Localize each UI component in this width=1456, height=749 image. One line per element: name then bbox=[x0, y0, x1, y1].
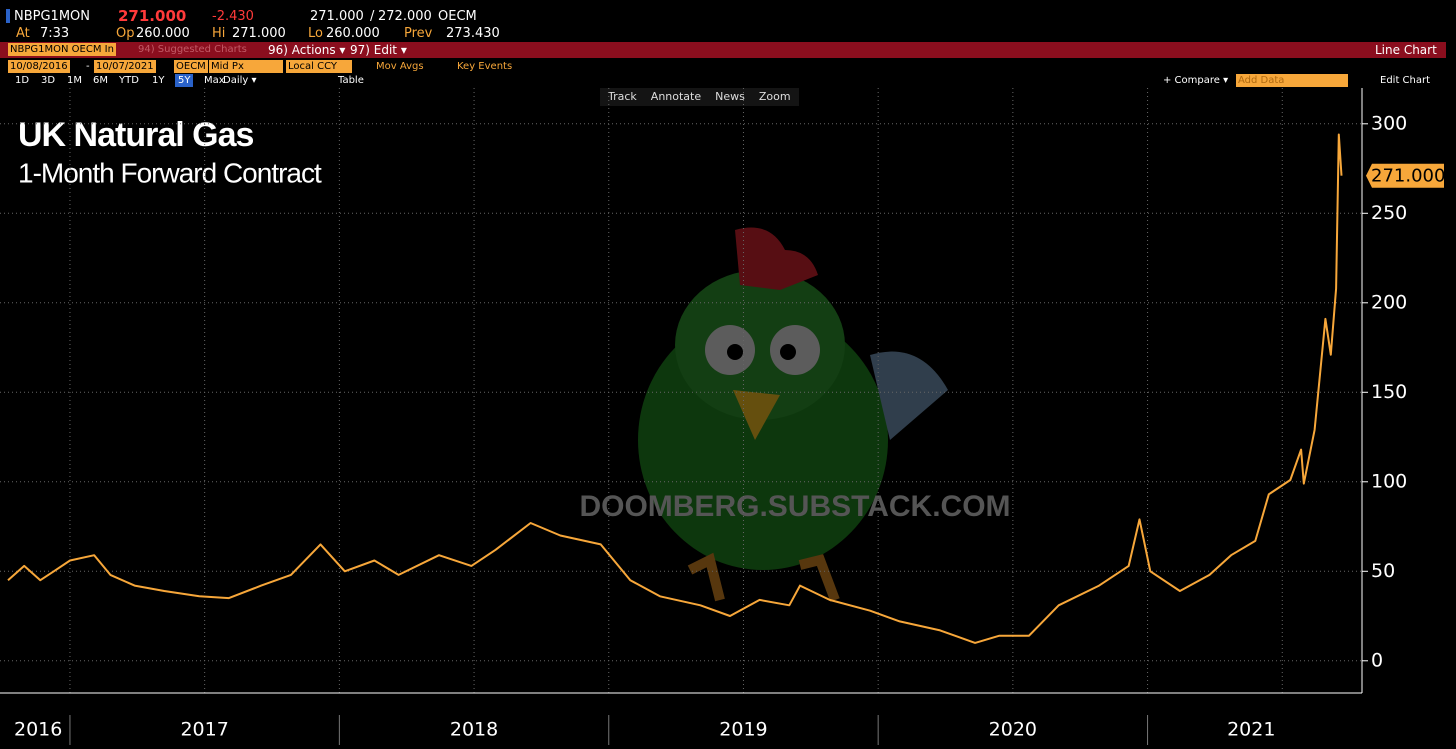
pupil bbox=[780, 344, 796, 360]
y-tick-label: 150 bbox=[1371, 381, 1407, 403]
suggested[interactable]: 94) Suggested Charts bbox=[138, 44, 247, 55]
pupil bbox=[727, 344, 743, 360]
prev: 273.430 bbox=[446, 26, 500, 41]
head bbox=[675, 270, 845, 420]
add-data[interactable]: Add Data bbox=[1236, 74, 1348, 87]
range-button[interactable]: 1D bbox=[15, 75, 30, 86]
chart-subtitle: 1-Month Forward Contract bbox=[18, 157, 322, 188]
open-label: Op bbox=[116, 26, 135, 41]
marker bbox=[6, 9, 10, 23]
date-sep: - bbox=[86, 61, 90, 72]
y-tick-label: 50 bbox=[1371, 560, 1395, 582]
bid: 271.000 bbox=[310, 9, 364, 24]
tool-button[interactable]: Zoom bbox=[758, 90, 791, 103]
range-button[interactable]: Max bbox=[204, 75, 225, 86]
y-tick-label: 200 bbox=[1371, 291, 1407, 313]
low: 260.000 bbox=[326, 26, 380, 41]
open: 260.000 bbox=[136, 26, 190, 41]
ticker: NBPG1MON bbox=[14, 9, 91, 24]
high-label: Hi bbox=[212, 26, 226, 41]
x-tick-label: 2016 bbox=[14, 719, 62, 741]
time-label: At bbox=[16, 26, 30, 41]
mov-avgs[interactable]: Mov Avgs bbox=[376, 61, 424, 72]
high: 271.000 bbox=[232, 26, 286, 41]
chart: DOOMBERG.SUBSTACK.COM UK Natural Gas 1-M… bbox=[0, 88, 1445, 745]
edit-chart[interactable]: Edit Chart bbox=[1380, 75, 1431, 86]
eye bbox=[705, 325, 755, 375]
actions[interactable]: 96) Actions ▾ bbox=[268, 43, 346, 57]
range-button[interactable]: 5Y bbox=[175, 74, 194, 87]
y-tick-label: 0 bbox=[1371, 649, 1383, 671]
change: -2.430 bbox=[212, 9, 254, 24]
tool-button[interactable]: Track bbox=[608, 90, 637, 103]
end-date[interactable]: 10/07/2021 bbox=[94, 60, 156, 73]
comb bbox=[735, 227, 818, 290]
mascot bbox=[638, 227, 948, 602]
security[interactable]: NBPG1MON OECM In bbox=[8, 43, 116, 56]
edit[interactable]: 97) Edit ▾ bbox=[350, 43, 407, 57]
watermark: DOOMBERG.SUBSTACK.COM bbox=[579, 490, 1010, 523]
chart-title: UK Natural Gas bbox=[18, 116, 253, 154]
y-tick-label: 300 bbox=[1371, 112, 1407, 134]
source: OECM bbox=[438, 9, 477, 24]
prev-label: Prev bbox=[404, 26, 433, 41]
time: 7:33 bbox=[40, 26, 70, 41]
price-line bbox=[7, 133, 1343, 644]
currency[interactable]: Local CCY bbox=[286, 60, 352, 73]
y-tick-label: 100 bbox=[1371, 470, 1407, 492]
compare[interactable]: + Compare ▾ bbox=[1163, 75, 1229, 86]
x-tick-label: 2017 bbox=[180, 719, 228, 741]
x-tick-label: 2021 bbox=[1227, 719, 1275, 741]
range-button[interactable]: YTD bbox=[119, 75, 139, 86]
chart-toolbar: Track Annotate News Zoom bbox=[600, 88, 799, 106]
key-events[interactable]: Key Events bbox=[457, 61, 513, 72]
range-button[interactable]: 3D bbox=[41, 75, 56, 86]
body bbox=[638, 310, 888, 570]
low-label: Lo bbox=[308, 26, 323, 41]
beak bbox=[733, 390, 780, 440]
range-button[interactable]: 6M bbox=[93, 75, 108, 86]
feet bbox=[687, 552, 840, 602]
last-price-tag bbox=[1366, 163, 1444, 188]
tool-button[interactable]: News bbox=[715, 90, 745, 103]
period[interactable]: Daily ▾ bbox=[223, 75, 257, 86]
eye bbox=[770, 325, 820, 375]
table[interactable]: Table bbox=[338, 75, 364, 86]
range-button[interactable]: 1Y bbox=[152, 75, 165, 86]
start-date[interactable]: 10/08/2016 bbox=[8, 60, 70, 73]
last: 271.000 bbox=[118, 7, 187, 25]
wing bbox=[870, 351, 948, 440]
x-tick-label: 2020 bbox=[989, 719, 1037, 741]
last-price-label: 271.000 bbox=[1371, 166, 1445, 187]
y-tick-label: 250 bbox=[1371, 202, 1407, 224]
x-tick-label: 2019 bbox=[719, 719, 767, 741]
field[interactable]: Mid Px bbox=[209, 60, 283, 73]
source-field[interactable]: OECM bbox=[174, 60, 208, 73]
chart-type[interactable]: Line Chart bbox=[1375, 43, 1437, 57]
range-button[interactable]: 1M bbox=[67, 75, 82, 86]
menu-bar bbox=[0, 42, 1446, 58]
tool-button[interactable]: Annotate bbox=[650, 90, 702, 103]
ask: 272.000 bbox=[378, 9, 432, 24]
x-tick-label: 2018 bbox=[450, 719, 498, 741]
sep: / bbox=[370, 9, 375, 24]
